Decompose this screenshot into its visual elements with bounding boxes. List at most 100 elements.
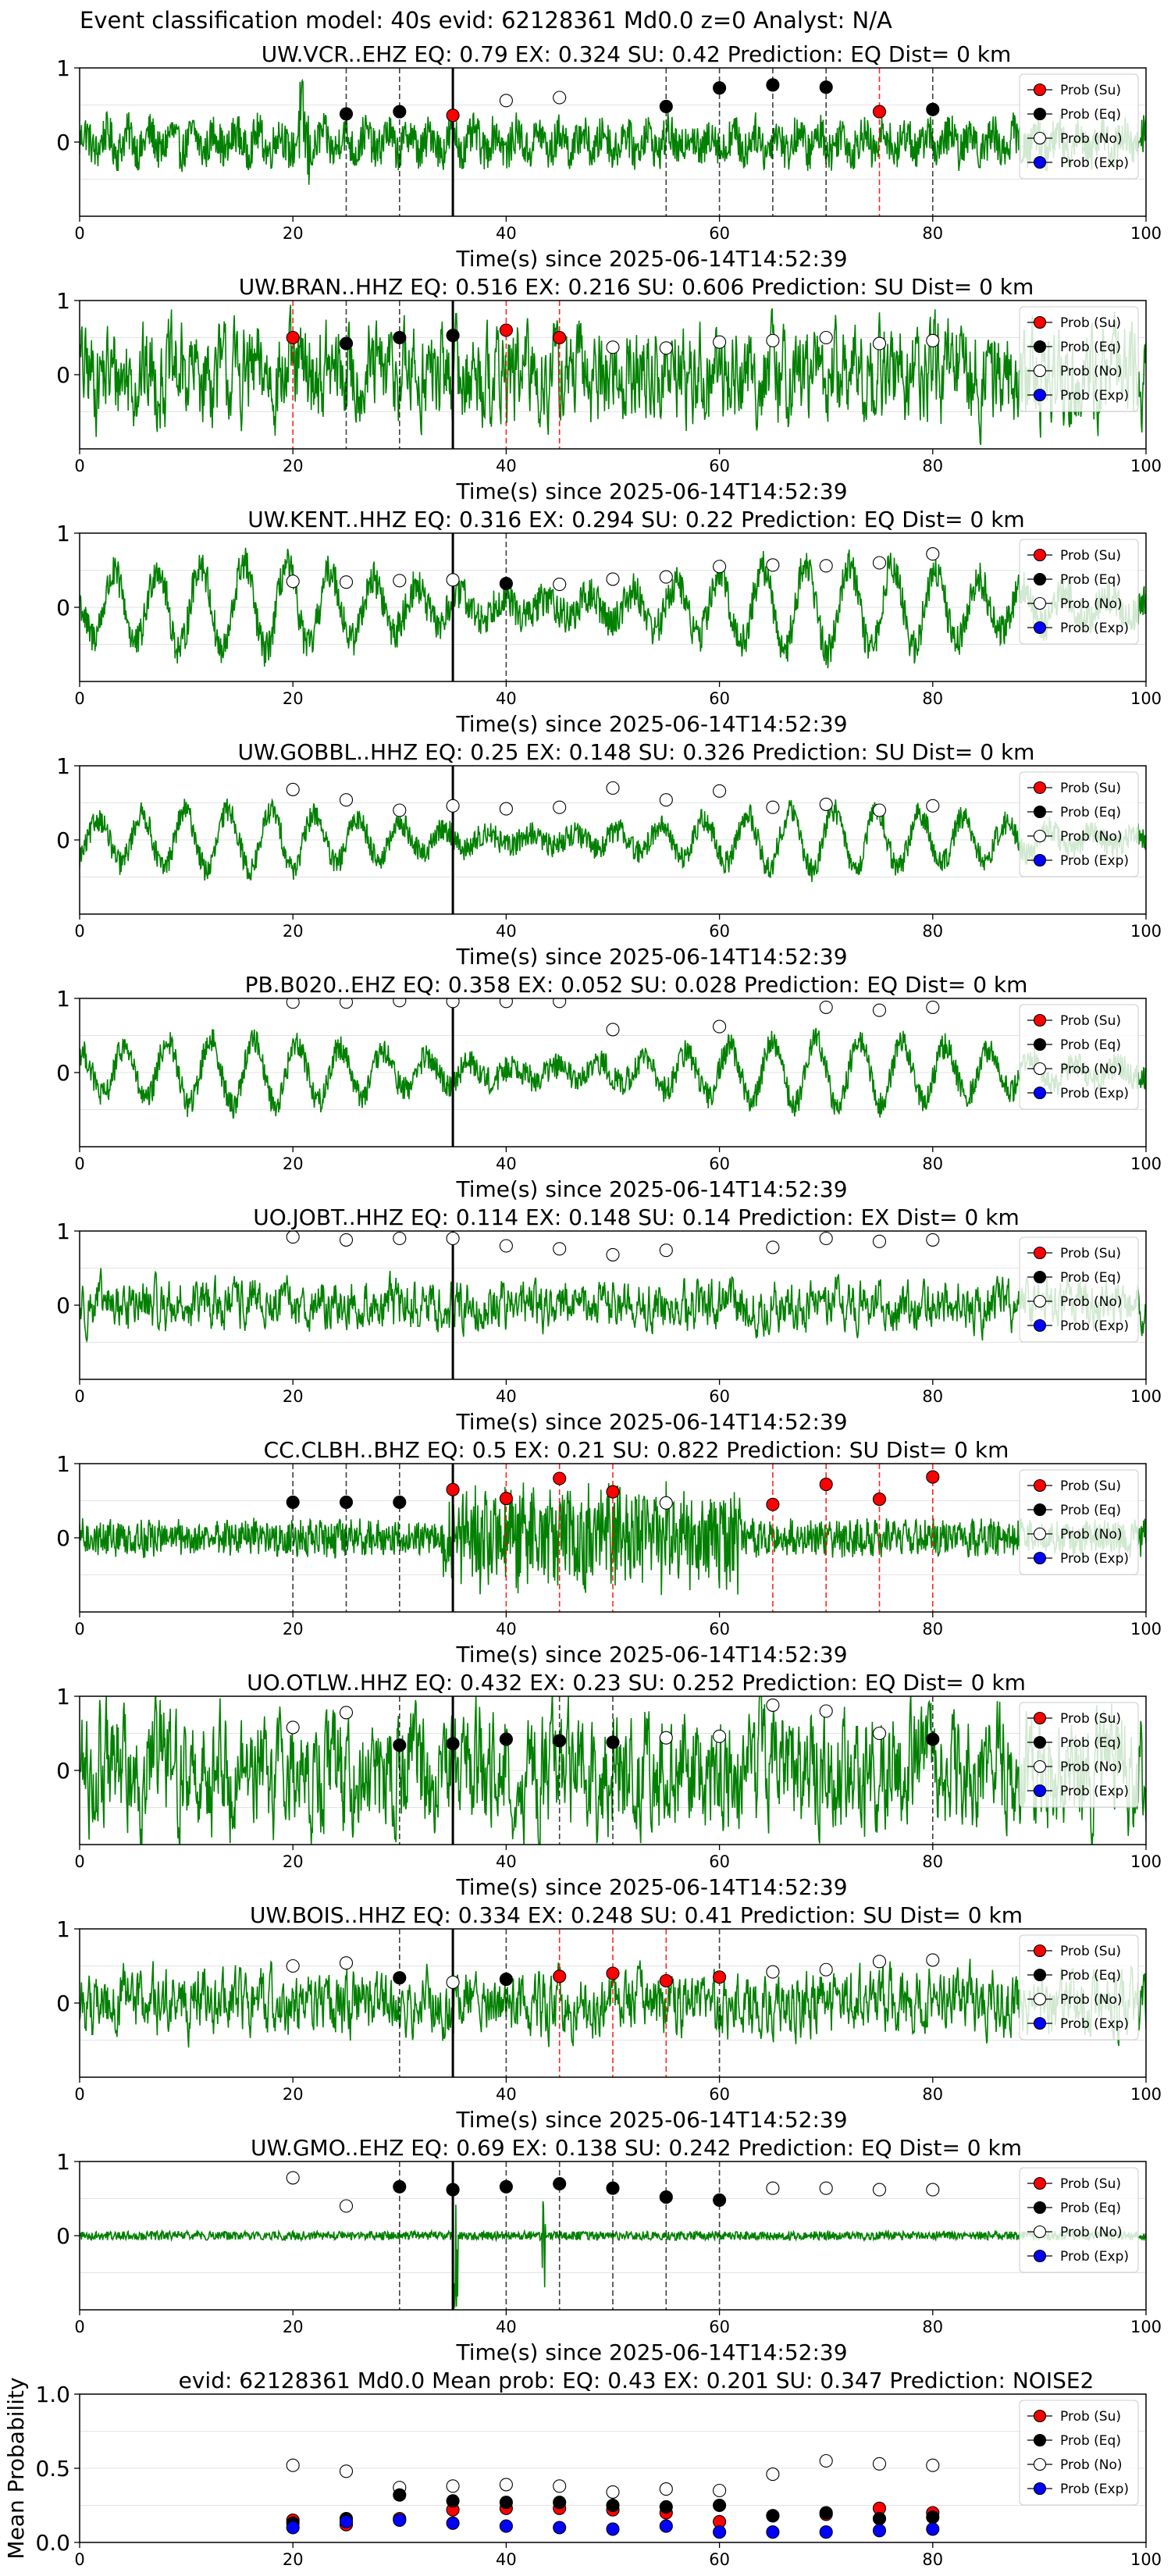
prob-point-eq — [499, 1973, 513, 1987]
prob-point-no — [286, 2171, 300, 2185]
y-tick-label: 1.0 — [35, 2382, 70, 2407]
panel-2: 0 20 40 60 80 100 0 1 UW.BRAN..HHZ EQ: 0.516 EX:… — [56, 274, 1162, 504]
mean-prob-point-no — [926, 2458, 940, 2472]
legend-marker-no — [1033, 1759, 1047, 1774]
prob-point-no — [606, 572, 620, 586]
x-tick-label: 0 — [74, 457, 84, 475]
plot-area — [80, 1231, 1146, 1379]
panel-title: UW.GOBBL..HHZ EQ: 0.25 EX: 0.148 SU: 0.3… — [238, 739, 1035, 765]
mean-prob-point-exp — [659, 2519, 673, 2533]
prob-point-no — [393, 803, 407, 817]
legend-label: Prob (Exp) — [1060, 155, 1129, 171]
x-tick-label: 80 — [922, 2318, 943, 2336]
y-tick-label: 0 — [56, 1060, 70, 1086]
prob-point-eq — [393, 1971, 407, 1985]
legend-box — [1019, 1934, 1139, 2041]
mean-prob-point-exp — [606, 2522, 620, 2536]
x-tick-label: 60 — [709, 1387, 730, 1406]
mean-prob-point-no — [713, 2483, 727, 2498]
legend-label: Prob (No) — [1060, 596, 1123, 612]
legend-box — [1019, 1004, 1139, 1110]
plot-area — [80, 533, 1146, 681]
legend-marker-no — [1033, 131, 1047, 145]
y-tick-label: 0 — [56, 1991, 70, 2016]
legend-label: Prob (Eq) — [1060, 1968, 1121, 1984]
prob-point-su — [553, 1969, 567, 1984]
legend-marker-exp — [1033, 155, 1047, 169]
prob-point-no — [766, 800, 780, 814]
mean-prob-point-no — [286, 2458, 300, 2472]
mean-prob-point-eq — [446, 2494, 460, 2508]
y-tick-label: 0.5 — [35, 2456, 70, 2482]
x-tick-label: 80 — [922, 689, 943, 708]
legend-label: Prob (Eq) — [1060, 340, 1121, 355]
prob-point-no — [446, 1231, 460, 1246]
mean-prob-point-eq — [766, 2509, 780, 2523]
x-axis-label: Time(s) since 2025-06-14T14:52:39 — [455, 1176, 847, 1202]
mean-prob-point-no — [819, 2453, 833, 2468]
y-tick-label: 1 — [56, 2149, 70, 2175]
legend-marker-exp — [1033, 621, 1047, 635]
panel-4: 0 20 40 60 80 100 0 1 UW.GOBBL..HHZ EQ: 0.25 EX:… — [56, 739, 1162, 970]
prob-point-no — [553, 998, 567, 1009]
prob-point-no — [446, 799, 460, 813]
x-tick-label: 0 — [74, 2550, 84, 2569]
panel-3: 0 20 40 60 80 100 0 1 UW.KENT..HHZ EQ: 0.316 EX:… — [56, 507, 1162, 737]
prob-point-no — [766, 1240, 780, 1254]
legend-label: Prob (Su) — [1060, 1246, 1121, 1261]
legend-label: Prob (No) — [1060, 829, 1123, 845]
mean-prob-point-eq — [713, 2498, 727, 2513]
mean-prob-point-exp — [286, 2521, 300, 2535]
prob-point-no — [766, 1698, 780, 1712]
mean-prob-point-eq — [553, 2496, 567, 2510]
mean-prob-point-eq — [819, 2506, 833, 2520]
prob-point-no — [339, 1706, 354, 1720]
panel-title: UO.OTLW..HHZ EQ: 0.432 EX: 0.23 SU: 0.25… — [247, 1670, 1026, 1695]
x-tick-label: 100 — [1130, 2085, 1162, 2104]
panel-8: 0 20 40 60 80 100 0 1 UO.OTLW..HHZ EQ: 0.432 EX:… — [56, 1670, 1162, 1900]
legend-label: Prob (Eq) — [1060, 2433, 1121, 2449]
legend-marker-su — [1033, 2409, 1047, 2423]
x-tick-label: 0 — [74, 1387, 84, 1406]
x-tick-label: 0 — [74, 1620, 84, 1638]
x-tick-label: 0 — [74, 922, 84, 941]
prob-point-no — [713, 560, 727, 574]
legend-box — [1019, 771, 1139, 877]
x-tick-label: 0 — [74, 2318, 84, 2336]
y-tick-label: 1 — [56, 1451, 70, 1477]
prob-point-no — [766, 1965, 780, 1979]
legend-marker-eq — [1033, 1270, 1047, 1284]
legend-marker-no — [1033, 1294, 1047, 1308]
legend-marker-exp — [1033, 1086, 1047, 1100]
panel-title: UW.GMO..EHZ EQ: 0.69 EX: 0.138 SU: 0.242… — [251, 2135, 1022, 2161]
legend-marker-su — [1033, 1013, 1047, 1027]
legend-marker-exp — [1033, 2249, 1047, 2263]
legend-marker-exp — [1033, 1784, 1047, 1798]
y-tick-label: 0 — [56, 1758, 70, 1784]
panel-title: UO.JOBT..HHZ EQ: 0.114 EX: 0.148 SU: 0.1… — [253, 1204, 1020, 1230]
prob-point-no — [872, 1003, 887, 1017]
panel-7: 0 20 40 60 80 100 0 1 CC.CLBH..BHZ EQ: 0.5 EX: 0… — [56, 1437, 1162, 1667]
x-tick-label: 100 — [1130, 2550, 1162, 2569]
panel-title: CC.CLBH..BHZ EQ: 0.5 EX: 0.21 SU: 0.822 … — [264, 1437, 1009, 1463]
panel-title: PB.B020..EHZ EQ: 0.358 EX: 0.052 SU: 0.0… — [245, 972, 1028, 998]
y-tick-label: 0 — [56, 130, 70, 155]
plot-area — [80, 766, 1146, 914]
legend-box — [1019, 1702, 1139, 1808]
legend-marker-eq — [1033, 1037, 1047, 1051]
prob-point-su — [819, 1478, 833, 1492]
x-tick-label: 40 — [496, 2085, 517, 2104]
y-axis-label: Mean Probability — [3, 2377, 29, 2559]
prob-point-no — [286, 782, 300, 796]
prob-point-eq — [393, 105, 407, 119]
legend-marker-su — [1033, 1478, 1047, 1493]
mean-prob-point-no — [766, 2467, 780, 2482]
prob-point-no — [339, 1956, 354, 1970]
x-tick-label: 80 — [922, 224, 943, 243]
legend-label: Prob (No) — [1060, 1062, 1123, 1077]
legend-marker-no — [1033, 1992, 1047, 2006]
x-tick-label: 20 — [283, 224, 304, 243]
plot-area — [80, 1929, 1146, 2077]
prob-point-no — [872, 556, 887, 570]
mean-prob-point-eq — [606, 2498, 620, 2513]
